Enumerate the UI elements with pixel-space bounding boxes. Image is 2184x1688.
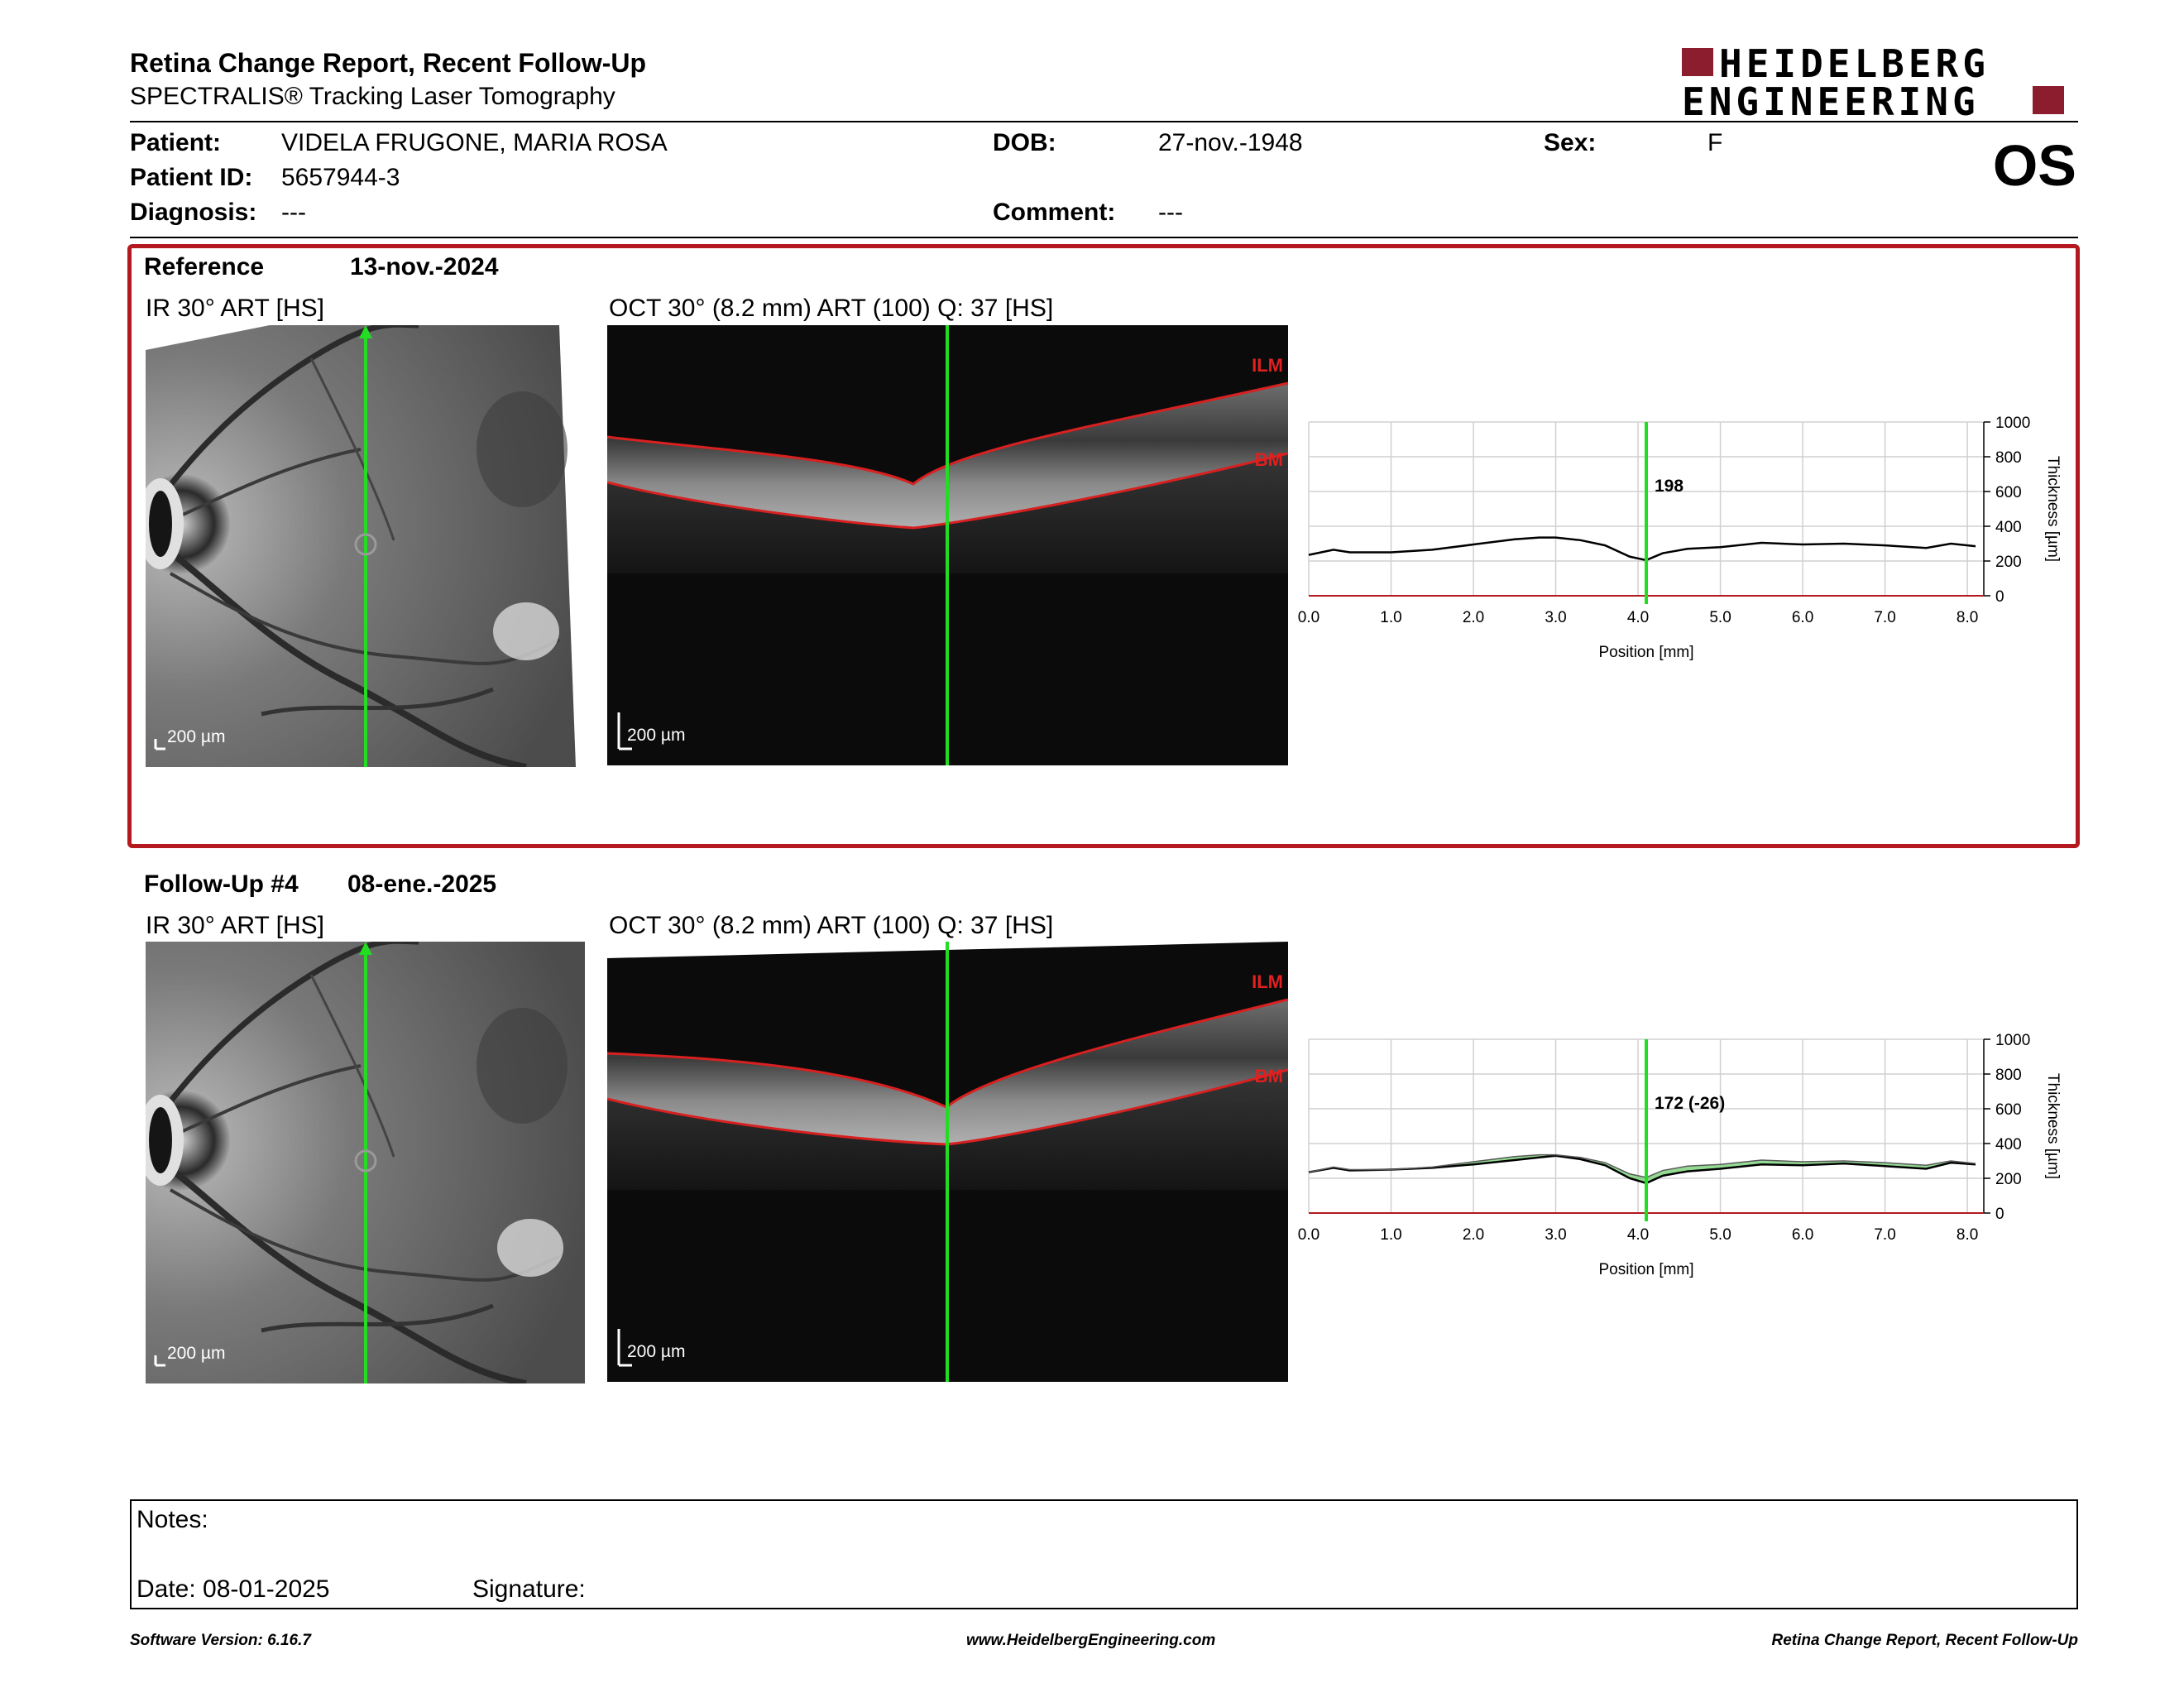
patient-label: Patient: — [130, 129, 222, 156]
notes-label: Notes: — [136, 1506, 208, 1533]
chart-ytick-label: 600 — [1995, 484, 2022, 501]
chart-xtick-label: 8.0 — [1956, 609, 1978, 626]
chart-xtick-label: 7.0 — [1874, 1226, 1895, 1244]
chart-x-axis-label: Position [mm] — [1598, 644, 1693, 661]
chart-series-line — [1308, 536, 1976, 562]
followup-oct-image[interactable]: ILM BM 200 µm — [607, 942, 1288, 1382]
chart-ytick-label: 1000 — [1995, 1032, 2030, 1049]
chart-xtick-label: 5.0 — [1709, 1226, 1731, 1244]
chart-marker-value: 172 (-26) — [1655, 1094, 1725, 1113]
followup-oct-scale: 200 µm — [627, 1342, 686, 1361]
reference-thickness-chart: 0.0 1.0 2.0 3.0 4.0 5.0 6.0 7.0 8.0 0 200 400 600 800… — [1298, 415, 2062, 661]
reference-ir-image[interactable]: 200 µm — [146, 325, 585, 767]
chart-xtick-label: 8.0 — [1956, 1226, 1978, 1244]
chart-ytick-label: 400 — [1995, 519, 2022, 536]
chart-xtick-label: 4.0 — [1627, 1226, 1649, 1244]
notes-box[interactable]: Notes: Date: 08-01-2025 Signature: — [130, 1499, 2078, 1609]
footer-website[interactable]: www.HeidelbergEngineering.com — [966, 1632, 1216, 1649]
chart-xtick-label: 6.0 — [1792, 1226, 1813, 1244]
chart-ytick-label: 200 — [1995, 554, 2022, 571]
chart-xtick-label: 0.0 — [1298, 609, 1320, 626]
patient-divider — [130, 237, 2078, 238]
chart-ytick-label: 800 — [1995, 449, 2022, 467]
reference-ir-drawing — [146, 325, 585, 767]
chart-xtick-label: 0.0 — [1298, 1226, 1320, 1244]
chart-ytick-label: 0 — [1995, 588, 2004, 606]
reference-oct-image[interactable]: ILM BM 200 µm — [607, 325, 1288, 765]
chart-xtick-label: 1.0 — [1380, 609, 1401, 626]
footer-report-name: Retina Change Report, Recent Follow-Up — [1771, 1632, 2078, 1649]
sex-label: Sex: — [1544, 129, 1597, 156]
chart-xtick-label: 1.0 — [1380, 1226, 1401, 1244]
patient-name: VIDELA FRUGONE, MARIA ROSA — [281, 129, 668, 156]
reference-date: 13-nov.-2024 — [350, 253, 499, 281]
dob-label: DOB: — [993, 129, 1056, 156]
followup-ir-drawing — [146, 942, 585, 1383]
chart-xtick-label: 2.0 — [1463, 1226, 1484, 1244]
chart-ytick-label: 800 — [1995, 1067, 2022, 1084]
reference-oct-drawing — [607, 325, 1288, 765]
chart-x-axis-label: Position [mm] — [1598, 1261, 1693, 1278]
chart-reference-line — [1308, 1153, 1976, 1178]
chart-ytick-label: 0 — [1995, 1206, 2004, 1223]
chart-xtick-label: 2.0 — [1463, 609, 1484, 626]
report-subtitle: SPECTRALIS® Tracking Laser Tomography — [130, 83, 615, 110]
followup-bm-label: BM — [1254, 1066, 1283, 1086]
reference-frame — [127, 244, 2080, 848]
followup-ir-caption: IR 30° ART [HS] — [146, 912, 324, 939]
chart-xtick-label: 6.0 — [1792, 609, 1813, 626]
chart-ytick-label: 400 — [1995, 1136, 2022, 1153]
patient-id-value: 5657944-3 — [281, 164, 400, 191]
comment-value: --- — [1158, 199, 1183, 226]
report-title: Retina Change Report, Recent Follow-Up — [130, 48, 647, 78]
patient-id-label: Patient ID: — [130, 164, 253, 191]
comment-label: Comment: — [993, 199, 1116, 226]
followup-thickness-chart: 0.0 1.0 2.0 3.0 4.0 5.0 6.0 7.0 8.0 0 200 400 600 800… — [1298, 1032, 2062, 1278]
chart-marker-value: 198 — [1655, 477, 1684, 496]
sex-value: F — [1707, 129, 1723, 156]
followup-oct-drawing — [607, 942, 1288, 1382]
diagnosis-value: --- — [281, 199, 306, 226]
chart-ytick-label: 200 — [1995, 1171, 2022, 1188]
logo-square-right — [2033, 86, 2064, 114]
followup-oct-caption: OCT 30° (8.2 mm) ART (100) Q: 37 [HS] — [609, 912, 1054, 939]
reference-ilm-label: ILM — [1252, 355, 1283, 376]
followup-ilm-label: ILM — [1252, 971, 1283, 992]
reference-ir-caption: IR 30° ART [HS] — [146, 295, 324, 322]
diagnosis-label: Diagnosis: — [130, 199, 257, 226]
followup-ir-image[interactable]: 200 µm — [146, 942, 585, 1383]
reference-ir-scale: 200 µm — [167, 727, 226, 746]
logo-line1: HEIDELBERG — [1719, 41, 1990, 86]
reference-bm-label: BM — [1254, 449, 1283, 470]
followup-label: Follow-Up #4 — [144, 870, 299, 898]
dob-value: 27-nov.-1948 — [1158, 129, 1303, 156]
chart-ytick-label: 600 — [1995, 1101, 2022, 1119]
followup-date: 08-ene.-2025 — [347, 870, 497, 898]
chart-xtick-label: 5.0 — [1709, 609, 1731, 626]
logo-square-left — [1682, 48, 1713, 76]
chart-xtick-label: 3.0 — [1545, 1226, 1566, 1244]
reference-label: Reference — [144, 253, 265, 281]
chart-ytick-label: 1000 — [1995, 415, 2030, 432]
notes-signature-label: Signature: — [472, 1575, 586, 1603]
chart-xtick-label: 7.0 — [1874, 609, 1895, 626]
logo-line2: ENGINEERING — [1682, 79, 1980, 124]
header-divider — [130, 121, 2078, 122]
footer-software-version: Software Version: 6.16.7 — [130, 1632, 311, 1649]
reference-oct-scale: 200 µm — [627, 726, 686, 745]
notes-date: Date: 08-01-2025 — [136, 1575, 330, 1603]
chart-xtick-label: 4.0 — [1627, 609, 1649, 626]
eye-indicator: OS — [1992, 133, 2076, 198]
followup-ir-scale: 200 µm — [167, 1344, 226, 1363]
chart-xtick-label: 3.0 — [1545, 609, 1566, 626]
chart-y-axis-label: Thickness [µm] — [2044, 1073, 2062, 1179]
chart-y-axis-label: Thickness [µm] — [2044, 456, 2062, 562]
reference-oct-caption: OCT 30° (8.2 mm) ART (100) Q: 37 [HS] — [609, 295, 1054, 322]
